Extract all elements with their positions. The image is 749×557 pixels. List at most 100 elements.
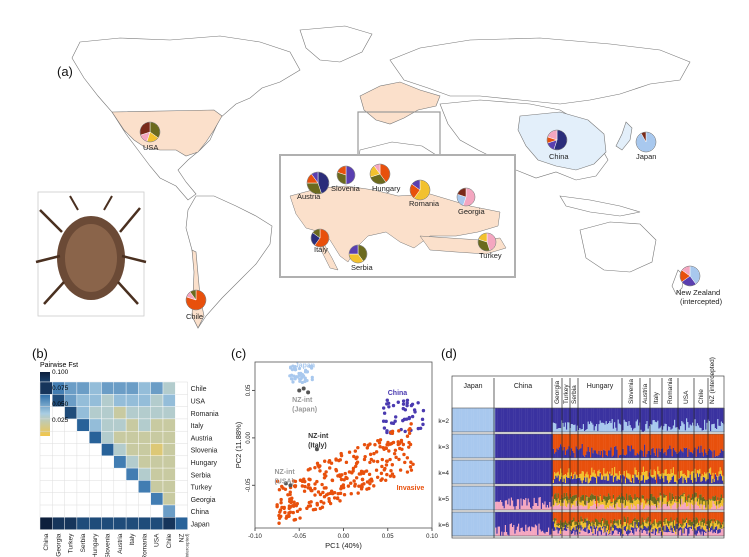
fst-row-label: Chile	[191, 386, 207, 393]
pca-point-china	[416, 426, 421, 431]
pca-point-invasive	[327, 497, 331, 501]
pca-point-invasive	[392, 451, 397, 456]
pca-point-invasive	[378, 438, 383, 442]
fst-row-label: Japan	[191, 522, 210, 529]
fst-row-label: Turkey	[191, 485, 213, 492]
pca-point-nzint	[288, 483, 293, 488]
pca-annotation-invasive: Invasive	[397, 485, 425, 492]
label-georgia: Georgia	[458, 207, 485, 216]
structure-row-k=5	[451, 485, 725, 511]
pca-point-invasive	[344, 460, 349, 465]
label-hungary: Hungary	[372, 184, 401, 193]
structure-group-label: Georgia	[554, 380, 561, 404]
fst-row-label: Serbia	[191, 472, 211, 479]
structure-group-label: Chile	[698, 389, 705, 404]
structure-row-k=4	[451, 459, 725, 485]
pca-point-invasive	[288, 505, 292, 509]
pie-nz	[679, 265, 701, 287]
structure-k-label: k=5	[438, 496, 449, 503]
russia-land	[389, 37, 691, 105]
label-chile: Chile	[186, 312, 204, 321]
pca-point-china	[391, 403, 396, 408]
pca-xtick: -0.05	[292, 534, 306, 540]
pca-point-invasive	[409, 468, 414, 472]
pca-point-invasive	[390, 431, 395, 436]
structure-group-label: Serbia	[571, 385, 578, 404]
pca-ylabel: PC2 (11.88%)	[234, 421, 243, 468]
pca-point-invasive	[279, 497, 283, 502]
pca-point-invasive	[399, 438, 404, 443]
pca-point-invasive	[327, 460, 331, 464]
pca-point-invasive	[313, 493, 317, 497]
pca-point-invasive	[308, 504, 313, 508]
pca-point-invasive	[303, 484, 307, 489]
label-nz-2: (intercepted)	[680, 297, 723, 306]
pca-point-invasive	[390, 463, 395, 467]
pca-point-invasive	[278, 508, 283, 512]
pca-point-invasive	[320, 505, 325, 509]
pca-point-invasive	[340, 473, 344, 477]
label-romania: Romania	[409, 199, 440, 208]
pca-point-invasive	[322, 459, 327, 463]
structure-group-label: NZ (intercepted)	[709, 357, 716, 404]
pca-point-invasive	[387, 449, 391, 453]
pca-point-invasive	[372, 451, 376, 456]
pca-annotation-nzint_japan_1: NZ-int	[292, 397, 313, 404]
fst-row-label: USA	[191, 399, 206, 406]
pca-point-invasive	[313, 507, 318, 512]
pca-point-invasive	[300, 479, 305, 484]
pca-point-invasive	[380, 457, 385, 462]
pca-point-invasive	[336, 491, 340, 496]
pca-point-nzint	[301, 386, 306, 391]
pca-point-invasive	[353, 449, 358, 453]
pca-point-invasive	[402, 452, 406, 457]
fst-tick-0: 0.100	[52, 369, 69, 376]
structure-group-label: Japan	[463, 383, 482, 390]
pca-point-invasive	[334, 467, 338, 472]
usa-land	[111, 109, 223, 157]
pie-georgia	[456, 187, 476, 207]
pca-point-china	[421, 408, 426, 413]
fst-row-label: Slovenia	[191, 448, 218, 455]
pca-point-china	[401, 418, 405, 423]
pca-point-china	[416, 401, 420, 405]
pca-point-invasive	[298, 516, 302, 520]
structure-group-label: China	[514, 383, 532, 390]
pca-point-invasive	[324, 470, 328, 474]
pca-point-china	[401, 402, 406, 406]
pca-point-invasive	[298, 507, 302, 512]
pca-point-china	[405, 401, 409, 405]
pie-turkey	[477, 232, 497, 252]
pca-ytick: 0.05	[246, 384, 252, 396]
pca-point-china	[409, 403, 414, 408]
pca-point-invasive	[279, 501, 283, 505]
fst-col-note: (intercepted)	[184, 533, 189, 557]
pca-point-invasive	[345, 476, 349, 481]
pca-point-china	[393, 415, 398, 419]
fst-legend-title: Pairwise Fst	[40, 362, 79, 369]
indonesia-land	[559, 195, 641, 217]
pca-xtick: 0.10	[426, 534, 438, 540]
pca-point-invasive	[349, 492, 353, 496]
pca-point-japan	[298, 373, 302, 377]
pca-point-invasive	[384, 459, 389, 463]
fst-tick-3: 0.025	[52, 417, 69, 424]
pca-point-invasive	[408, 426, 412, 431]
pca-point-japan	[289, 365, 293, 369]
pca-point-invasive	[368, 460, 372, 465]
pca-point-invasive	[277, 521, 281, 525]
pca-point-invasive	[302, 489, 307, 493]
pca-point-invasive	[409, 460, 413, 464]
pca-point-invasive	[352, 479, 356, 483]
structure-row-k=6	[451, 511, 725, 537]
pie-china	[546, 129, 568, 151]
pca-point-nzint	[283, 481, 288, 486]
pca-point-nzint	[297, 388, 302, 393]
pca-point-invasive	[332, 496, 337, 500]
pca-point-japan	[300, 380, 304, 385]
pca-point-japan	[293, 368, 297, 372]
pca-point-invasive	[330, 478, 335, 483]
pca-point-invasive	[390, 472, 395, 476]
pca-point-invasive	[306, 468, 311, 472]
